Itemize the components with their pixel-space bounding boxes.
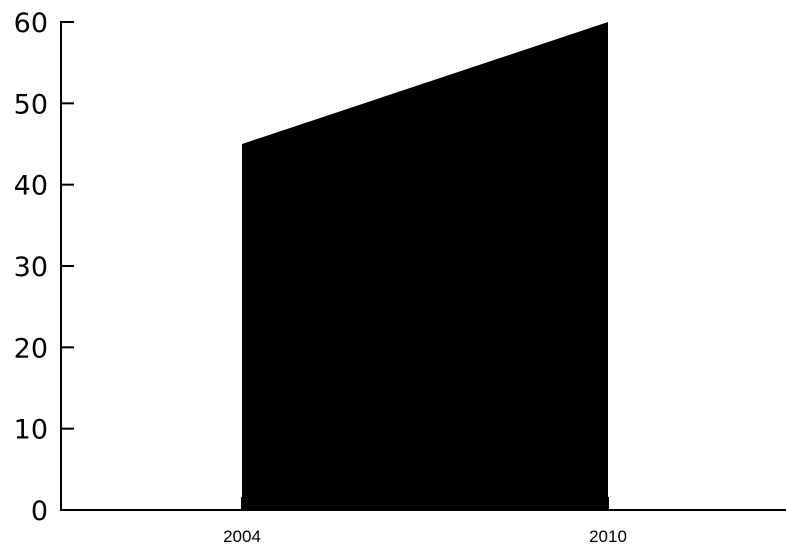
ytick-label-50: 50 xyxy=(14,89,48,120)
area-layer xyxy=(242,22,608,510)
ytick-label-10: 10 xyxy=(14,415,48,446)
xtick-label-2004: 2004 xyxy=(223,527,261,545)
ytick-label-0: 0 xyxy=(31,496,48,527)
ytick-label-20: 20 xyxy=(14,333,48,364)
ytick-label-60: 60 xyxy=(14,8,48,39)
x-axis-ticks: 2004 2010 xyxy=(223,497,627,545)
area-series xyxy=(242,22,608,510)
y-axis-ticks: 0 10 20 30 40 50 60 xyxy=(14,8,74,527)
ytick-label-30: 30 xyxy=(14,252,48,283)
xtick-label-2010: 2010 xyxy=(589,527,627,545)
ytick-label-40: 40 xyxy=(14,171,48,202)
